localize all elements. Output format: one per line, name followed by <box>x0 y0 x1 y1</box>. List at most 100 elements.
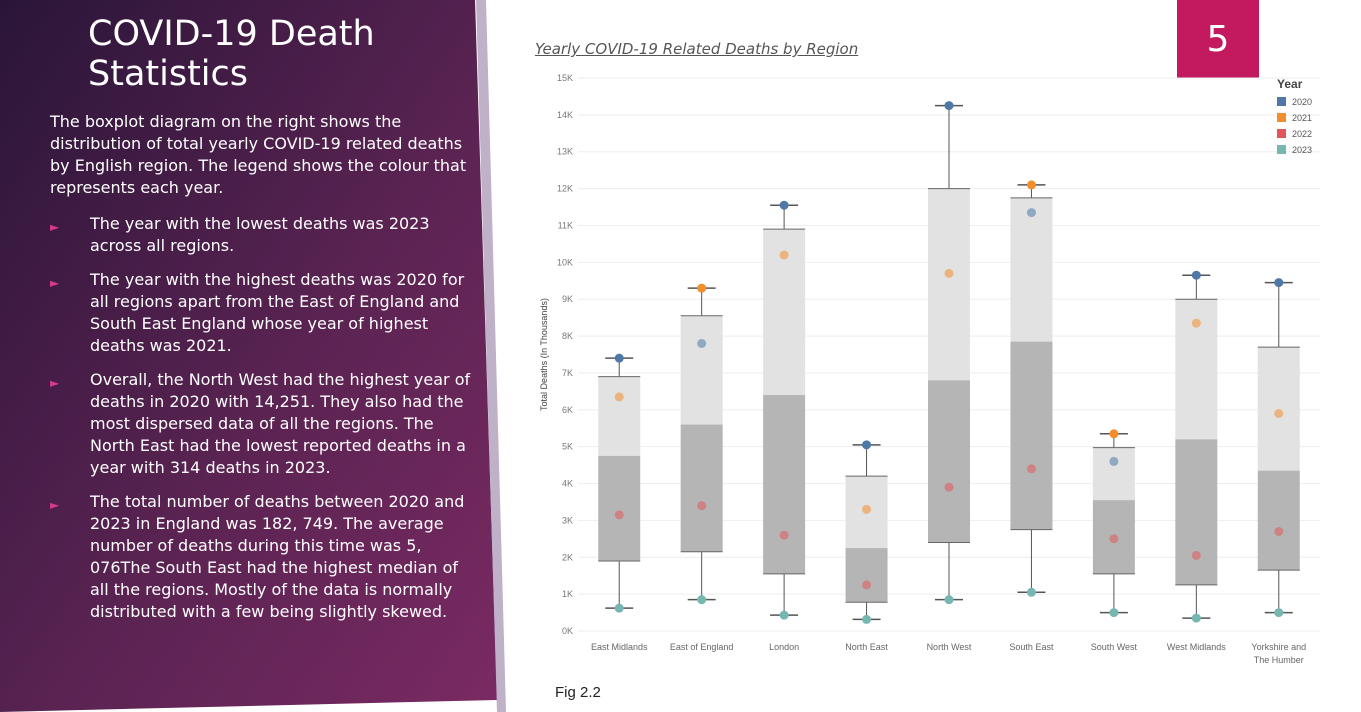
y-axis-label: Total Deaths (In Thousands) <box>539 298 549 411</box>
y-tick-label: 10K <box>557 257 573 267</box>
data-point-2022 <box>697 501 707 511</box>
data-point-2020 <box>779 200 789 210</box>
bullet-item: ► The year with the highest deaths was 20… <box>50 269 480 357</box>
panel-background <box>0 0 506 712</box>
y-tick-label: 8K <box>562 331 573 341</box>
legend-label: 2020 <box>1292 97 1312 107</box>
y-tick-label: 13K <box>557 147 573 157</box>
bullet-item: ► The year with the lowest deaths was 202… <box>50 213 480 257</box>
data-point-2020 <box>862 440 872 450</box>
data-point-2023 <box>614 603 624 613</box>
data-point-2021 <box>779 250 789 260</box>
bullet-text: The total number of deaths between 2020 … <box>90 492 465 621</box>
box-upper <box>680 315 723 425</box>
x-tick-label: East Midlands <box>591 642 648 652</box>
triangle-bullet-icon: ► <box>50 276 60 290</box>
x-tick-label: South West <box>1091 642 1138 652</box>
data-point-2022 <box>862 580 872 590</box>
y-tick-label: 2K <box>562 552 573 562</box>
y-tick-label: 11K <box>558 220 573 230</box>
data-point-2022 <box>779 530 789 540</box>
legend-swatch <box>1277 97 1286 106</box>
triangle-bullet-icon: ► <box>50 498 60 512</box>
y-tick-label: 0K <box>562 626 573 636</box>
y-tick-label: 3K <box>562 515 573 525</box>
bullet-list: ► The year with the lowest deaths was 202… <box>50 213 480 635</box>
y-tick-label: 15K <box>557 73 573 83</box>
data-point-2020 <box>614 353 624 363</box>
y-tick-label: 9K <box>562 294 573 304</box>
x-tick-label: North West <box>927 642 972 652</box>
bullet-text: The year with the lowest deaths was 2023… <box>90 214 430 255</box>
x-tick-label: East of England <box>670 642 734 652</box>
data-point-2022 <box>1274 526 1284 536</box>
data-point-2020 <box>1191 270 1201 280</box>
box-upper <box>928 188 970 381</box>
box-lower <box>928 380 970 543</box>
legend-label: 2022 <box>1292 129 1312 139</box>
box-lower <box>763 395 806 574</box>
y-tick-label: 6K <box>562 405 573 415</box>
intro-paragraph: The boxplot diagram on the right shows t… <box>50 112 467 197</box>
y-tick-label: 1K <box>562 589 573 599</box>
bullet-text: Overall, the North West had the highest … <box>90 370 471 477</box>
box-lower <box>1010 341 1053 530</box>
box-lower <box>1175 439 1218 585</box>
left-panel: COVID-19 Death Statistics The boxplot di… <box>0 0 520 712</box>
data-point-2021 <box>1109 429 1119 439</box>
legend-swatch <box>1277 145 1286 154</box>
data-point-2023 <box>1026 587 1036 597</box>
x-tick-label: West Midlands <box>1167 642 1226 652</box>
data-point-2021 <box>697 283 707 293</box>
y-tick-label: 7K <box>562 368 573 378</box>
box-lower <box>1257 470 1300 571</box>
x-tick-label: Yorkshire and The Humber <box>1251 642 1306 665</box>
bullet-text: The year with the highest deaths was 202… <box>90 270 465 355</box>
data-point-2021 <box>944 268 954 278</box>
legend-swatch <box>1277 129 1286 138</box>
data-point-2023 <box>862 614 872 624</box>
y-tick-label: 5K <box>562 442 573 452</box>
data-point-2023 <box>779 610 789 620</box>
data-point-2021 <box>862 504 872 514</box>
boxplot-chart: 0K 1K 2K 3K 4K 5K 6K 7K 8K 9K 10K 11K 12K 13K 14K 15K To… <box>539 73 1320 665</box>
box-upper <box>598 376 641 456</box>
data-point-2022 <box>1026 464 1036 474</box>
data-point-2023 <box>1274 608 1284 618</box>
x-tick-label: South East <box>1009 642 1054 652</box>
data-point-2023 <box>697 595 707 605</box>
figure-caption: Fig 2.2 <box>555 684 601 701</box>
y-tick-label: 12K <box>557 184 573 194</box>
page-number-badge: 5 <box>1177 0 1259 78</box>
triangle-bullet-icon: ► <box>50 220 60 234</box>
box-upper <box>1257 347 1300 471</box>
data-point-2021 <box>1026 180 1036 190</box>
data-point-2021 <box>1274 408 1284 418</box>
slide-title: COVID-19 Death Statistics <box>88 14 375 94</box>
data-point-2023 <box>944 595 954 605</box>
legend-swatch <box>1277 113 1286 122</box>
x-tick-label: London <box>769 642 799 652</box>
box-lower <box>598 455 641 561</box>
data-point-2020 <box>1026 208 1036 218</box>
y-tick-label: 14K <box>557 110 573 120</box>
box-lower <box>680 424 723 552</box>
data-point-2022 <box>944 482 954 492</box>
data-point-2023 <box>1191 613 1201 623</box>
box-upper <box>1092 447 1135 501</box>
data-point-2020 <box>697 338 707 348</box>
data-point-2021 <box>614 392 624 402</box>
legend-label: 2023 <box>1292 145 1312 155</box>
data-point-2020 <box>1109 456 1119 466</box>
legend-label: 2021 <box>1292 113 1312 123</box>
data-point-2023 <box>1109 608 1119 618</box>
data-point-2022 <box>1109 534 1119 544</box>
data-point-2020 <box>944 101 954 111</box>
box-upper <box>1010 197 1053 342</box>
bullet-item: ► The total number of deaths between 2020… <box>50 491 480 623</box>
box-lower <box>845 548 888 603</box>
data-point-2020 <box>1274 278 1284 288</box>
y-tick-label: 4K <box>562 479 573 489</box>
legend-title: Year <box>1277 77 1303 91</box>
data-point-2022 <box>614 510 624 520</box>
